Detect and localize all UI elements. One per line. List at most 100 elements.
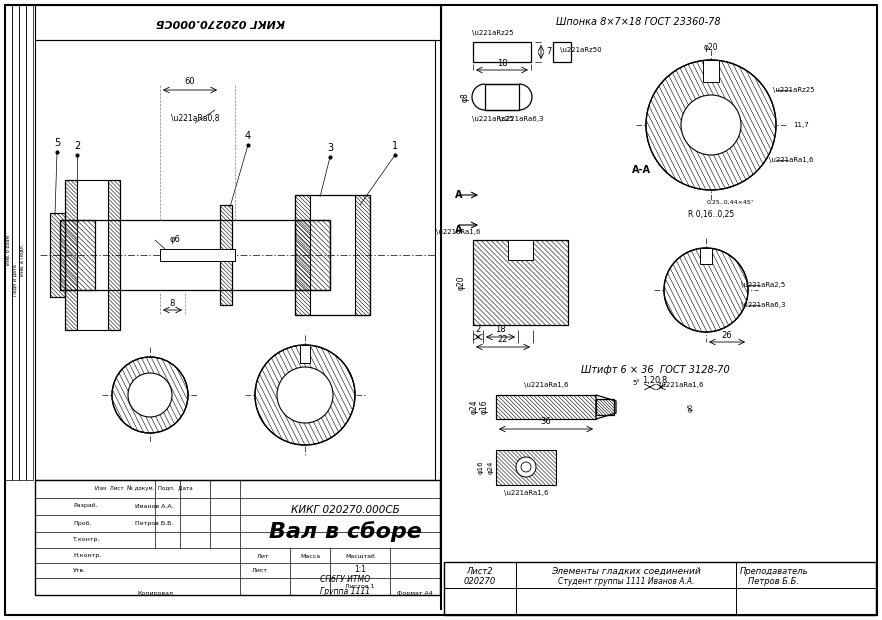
Bar xyxy=(35,5,441,40)
Bar xyxy=(220,205,232,305)
Text: \u221aRa1,6: \u221aRa1,6 xyxy=(436,229,481,235)
Text: φ16: φ16 xyxy=(478,460,484,474)
Circle shape xyxy=(681,95,741,155)
Bar xyxy=(485,84,519,110)
Text: А: А xyxy=(455,190,463,200)
Text: Разраб.: Разраб. xyxy=(73,503,98,508)
Text: φ6: φ6 xyxy=(688,402,694,412)
Text: КИКГ 020270.000СБ: КИКГ 020270.000СБ xyxy=(155,17,285,27)
Text: φ16: φ16 xyxy=(480,400,489,414)
Text: \u221aRa1,6: \u221aRa1,6 xyxy=(504,490,549,496)
Text: 3: 3 xyxy=(327,143,333,153)
Text: Утв.: Утв. xyxy=(73,567,86,572)
Circle shape xyxy=(255,345,355,445)
Text: Проб.: Проб. xyxy=(73,521,92,526)
Bar xyxy=(295,195,370,315)
Text: R 0,16..0,25: R 0,16..0,25 xyxy=(688,211,734,219)
Bar xyxy=(444,562,876,615)
Text: Элементы гладких соединений: Элементы гладких соединений xyxy=(551,567,701,575)
Bar xyxy=(35,40,435,480)
Bar xyxy=(300,345,310,363)
Text: \u221aRz25: \u221aRz25 xyxy=(774,87,815,93)
Text: 11,7: 11,7 xyxy=(793,122,809,128)
Text: \u221aRa1,6: \u221aRa1,6 xyxy=(659,382,703,388)
Text: \u221aRa1,6: \u221aRa1,6 xyxy=(524,382,568,388)
Text: \u221aRa6,3: \u221aRa6,3 xyxy=(498,116,543,122)
Bar xyxy=(60,220,95,290)
Text: Формат А4: Формат А4 xyxy=(397,590,433,595)
Text: 60: 60 xyxy=(184,78,195,87)
Text: Лист: Лист xyxy=(252,567,268,572)
Text: \u221aRa2,5: \u221aRa2,5 xyxy=(741,282,785,288)
Text: 4: 4 xyxy=(245,131,251,141)
Text: СПбГУ ИТМО: СПбГУ ИТМО xyxy=(320,575,370,585)
Text: 0,25..0,44×45°: 0,25..0,44×45° xyxy=(707,200,755,205)
Text: \u221aRa0,8: \u221aRa0,8 xyxy=(171,113,220,123)
Bar xyxy=(5,5,12,480)
Text: Группа 1111: Группа 1111 xyxy=(320,587,370,595)
Circle shape xyxy=(128,373,172,417)
Text: φ20: φ20 xyxy=(457,275,466,290)
Text: \u221aRz25: \u221aRz25 xyxy=(472,116,513,122)
Text: Инв. а Подл.: Инв. а Подл. xyxy=(19,244,25,276)
Bar xyxy=(596,399,614,415)
Text: Петров Б.Б.: Петров Б.Б. xyxy=(135,521,174,526)
Text: А-А: А-А xyxy=(632,165,651,175)
Bar xyxy=(50,213,65,297)
Bar xyxy=(508,240,533,260)
Bar xyxy=(12,5,19,480)
Text: 2: 2 xyxy=(475,326,481,335)
Text: \u221aRz50: \u221aRz50 xyxy=(560,47,602,53)
Bar xyxy=(50,213,65,297)
Text: 1: 1 xyxy=(392,141,398,151)
Bar xyxy=(160,249,235,261)
Text: φ24: φ24 xyxy=(488,460,494,474)
Text: Лит: Лит xyxy=(257,554,269,559)
Text: Масштаб: Масштаб xyxy=(345,554,375,559)
Text: 020270: 020270 xyxy=(464,577,496,587)
Bar xyxy=(220,205,232,305)
Bar xyxy=(496,450,556,485)
Text: А: А xyxy=(455,225,463,235)
Text: Лист2: Лист2 xyxy=(467,567,493,575)
Bar xyxy=(26,5,33,480)
Text: Подп и дата: Подп и дата xyxy=(12,264,18,296)
Circle shape xyxy=(664,248,748,332)
Text: 0,8: 0,8 xyxy=(654,376,668,384)
Circle shape xyxy=(516,457,536,477)
Text: Преподаватель: Преподаватель xyxy=(740,567,808,575)
Text: φ20: φ20 xyxy=(704,43,718,53)
Bar xyxy=(700,248,712,264)
Bar xyxy=(295,220,330,290)
Text: 5°: 5° xyxy=(632,380,640,386)
Text: 8: 8 xyxy=(170,298,176,308)
Text: Масса: Масса xyxy=(300,554,320,559)
Bar xyxy=(553,42,571,62)
Text: Студент группы 1111 Иванов А.А.: Студент группы 1111 Иванов А.А. xyxy=(557,577,694,587)
Text: \u221aRz25: \u221aRz25 xyxy=(472,30,513,36)
Bar xyxy=(65,180,77,330)
Text: Шпонка 8×7×18 ГОСТ 23360-78: Шпонка 8×7×18 ГОСТ 23360-78 xyxy=(556,17,721,27)
Circle shape xyxy=(521,462,531,472)
Text: Изм  Лист  № докум.  Подп.  Дата: Изм Лист № докум. Подп. Дата xyxy=(95,485,193,491)
Bar xyxy=(19,5,26,480)
Circle shape xyxy=(112,357,188,433)
Text: Копировал: Копировал xyxy=(137,590,173,595)
Bar xyxy=(295,195,310,315)
Text: 1,2: 1,2 xyxy=(642,376,655,384)
Circle shape xyxy=(646,60,776,190)
Bar xyxy=(496,395,596,419)
Text: φ8: φ8 xyxy=(460,92,469,102)
Text: 36: 36 xyxy=(541,417,551,427)
Bar xyxy=(703,60,719,82)
Text: Штифт 6 × 36  ГОСТ 3128-70: Штифт 6 × 36 ГОСТ 3128-70 xyxy=(581,365,729,375)
Text: 22: 22 xyxy=(497,335,508,345)
Bar xyxy=(473,42,531,62)
Text: \u221aRa1,6: \u221aRa1,6 xyxy=(769,157,813,163)
Text: 1:1: 1:1 xyxy=(354,565,366,575)
Text: Инв. б Взам: Инв. б Взам xyxy=(5,235,11,265)
Text: Петров Б.Б.: Петров Б.Б. xyxy=(749,577,799,587)
Bar xyxy=(473,240,568,325)
Text: 18: 18 xyxy=(497,58,507,68)
Text: Н.контр.: Н.контр. xyxy=(73,552,101,557)
